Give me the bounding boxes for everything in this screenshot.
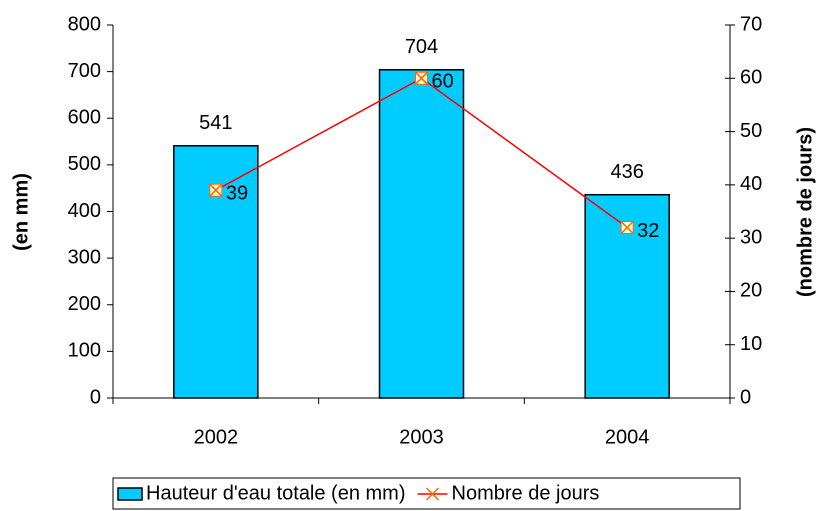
y-tick-label: 200	[68, 293, 101, 315]
y-tick-label: 400	[68, 200, 101, 222]
y-tick-label: 300	[68, 246, 101, 268]
y2-tick-label: 60	[740, 67, 762, 89]
y-tick-label: 0	[90, 386, 101, 408]
y-tick-label: 500	[68, 153, 101, 175]
line-marker	[209, 183, 223, 197]
x-tick-label: 2002	[194, 426, 239, 448]
legend-label: Nombre de jours	[452, 482, 600, 504]
y2-tick-label: 20	[740, 280, 762, 302]
legend-swatch	[117, 487, 143, 501]
legend-marker	[425, 487, 440, 501]
y2-tick-label: 40	[740, 173, 762, 195]
y-axis-title: (en mm)	[10, 173, 32, 251]
y2-axis-title: (nombre de jours)	[794, 127, 816, 297]
y2-tick-label: 10	[740, 333, 762, 355]
y2-tick-label: 30	[740, 226, 762, 248]
line-value-label: 32	[637, 220, 659, 242]
y2-tick-label: 0	[740, 386, 751, 408]
bar-value-label: 704	[405, 36, 438, 58]
y2-tick-label: 50	[740, 120, 762, 142]
legend-box	[112, 477, 741, 510]
bar-value-label: 436	[610, 161, 643, 183]
legend-label: Hauteur d'eau totale (en mm)	[146, 482, 406, 504]
y-tick-label: 600	[68, 107, 101, 129]
y-tick-label: 800	[68, 13, 101, 35]
bar	[378, 69, 465, 399]
line-value-label: 60	[432, 71, 454, 93]
line-marker	[414, 71, 429, 85]
y-tick-label: 100	[68, 340, 101, 362]
line-marker	[620, 220, 634, 235]
x-tick-label: 2004	[605, 426, 650, 448]
y-tick-label: 700	[68, 60, 101, 82]
y2-tick-label: 70	[740, 13, 762, 35]
bar-value-label: 541	[199, 112, 232, 134]
x-tick-label: 2003	[399, 426, 444, 448]
line-value-label: 39	[226, 182, 248, 204]
